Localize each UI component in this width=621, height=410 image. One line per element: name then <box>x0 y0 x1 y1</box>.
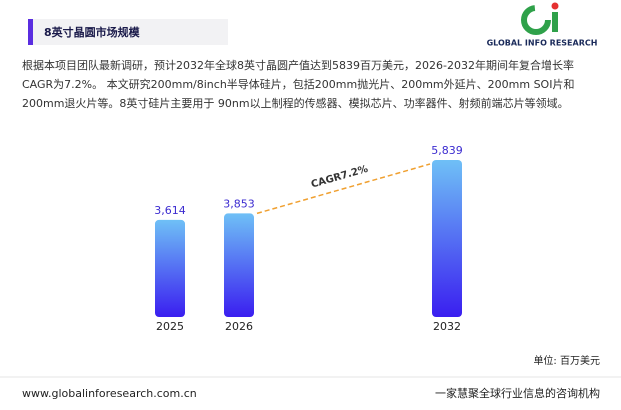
cagr-line <box>256 163 431 215</box>
title-accent <box>28 19 33 45</box>
logo-text: GLOBAL INFO RESEARCH <box>487 39 598 48</box>
value-label: 3,614 <box>154 204 186 217</box>
x-tick-label: 2025 <box>156 320 184 333</box>
cagr-label: CAGR7.2% <box>310 164 369 191</box>
x-tick-label: 2032 <box>433 320 461 333</box>
bar <box>224 213 254 317</box>
description: 根据本项目团队最新调研，预计2032年全球8英寸晶圆产值达到5839百万美元，2… <box>22 59 575 110</box>
bar <box>155 219 185 317</box>
footer-url: www.globalinforesearch.com.cn <box>22 387 197 400</box>
page-title: 8英寸晶圆市场规模 <box>44 25 141 39</box>
x-tick-label: 2026 <box>225 320 253 333</box>
bar <box>432 160 462 317</box>
logo <box>521 2 559 35</box>
title-bar <box>28 19 228 45</box>
value-label: 5,839 <box>431 144 463 157</box>
footer-tagline: 一家慧聚全球行业信息的咨询机构 <box>435 386 600 400</box>
unit-label: 单位: 百万美元 <box>533 354 600 367</box>
value-label: 3,853 <box>223 197 255 210</box>
